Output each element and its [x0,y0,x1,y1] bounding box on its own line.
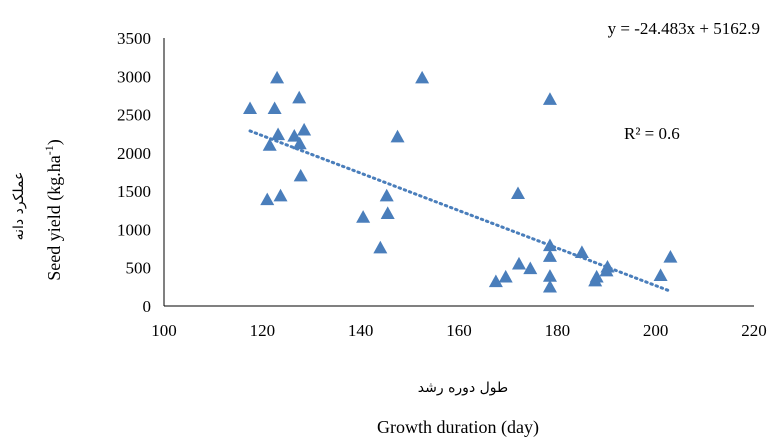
x-tick-label: 200 [643,321,669,340]
x-tick-label: 220 [741,321,767,340]
trendline [248,129,670,292]
x-tick-label: 160 [446,321,472,340]
y-axis-label-close: ) [44,139,65,145]
data-point [600,259,615,273]
y-tick-label: 3500 [117,29,151,48]
data-point [292,136,307,150]
data-point [574,245,589,258]
x-tick-label: 180 [545,321,571,340]
data-point [260,192,275,206]
data-point [270,70,285,84]
data-point [542,238,557,252]
trendline-equation: y = -24.483x + 5162.9 [608,19,760,38]
data-point [523,261,538,275]
data-point [293,168,308,182]
x-axis-label: Growth duration (day) [377,417,539,438]
data-point [511,256,526,270]
y-tick-label: 1500 [117,182,151,201]
data-point [373,240,388,254]
data-point [292,90,307,104]
data-points [243,70,678,293]
data-point [380,206,395,219]
data-point [498,269,513,283]
y-tick-label: 0 [143,297,152,316]
data-point [589,269,604,283]
x-tick-label: 100 [151,321,177,340]
r-squared-label: R² = 0.6 [624,124,680,143]
data-point [542,279,557,293]
data-point [542,92,557,105]
data-point [297,122,312,136]
x-tick-labels: 100 120 140 160 180 200 220 [151,321,767,340]
data-point [653,268,668,281]
x-axis-label-persian: طول دوره رشد [418,380,508,396]
data-point [542,249,557,262]
y-tick-label: 500 [126,259,152,278]
y-axis-label-superscript: -1 [42,145,56,155]
data-point [542,269,557,282]
y-tick-label: 3000 [117,67,151,86]
x-tick-label: 140 [348,321,374,340]
data-point [287,129,302,142]
y-tick-labels: 0 500 1000 1500 2000 2500 3000 3500 [117,29,151,316]
data-point [262,138,277,151]
y-axis-label-main: Seed yield (kg.ha [44,155,65,280]
y-tick-label: 2500 [117,106,151,125]
data-point [390,129,405,143]
data-point [379,188,394,202]
data-point [511,186,525,200]
x-tick-label: 120 [250,321,276,340]
data-point [415,70,430,84]
data-point [488,274,503,288]
data-point [243,101,258,115]
y-axis-label-persian: عملکرد دانه [11,172,27,241]
y-tick-label: 1000 [117,220,151,239]
y-axis-label: Seed yield (kg.ha-1) [42,139,65,280]
data-point [356,210,371,223]
data-point [271,127,286,141]
y-tick-label: 2000 [117,144,151,163]
data-point [273,188,288,202]
data-point [267,101,282,115]
data-point [663,249,678,263]
